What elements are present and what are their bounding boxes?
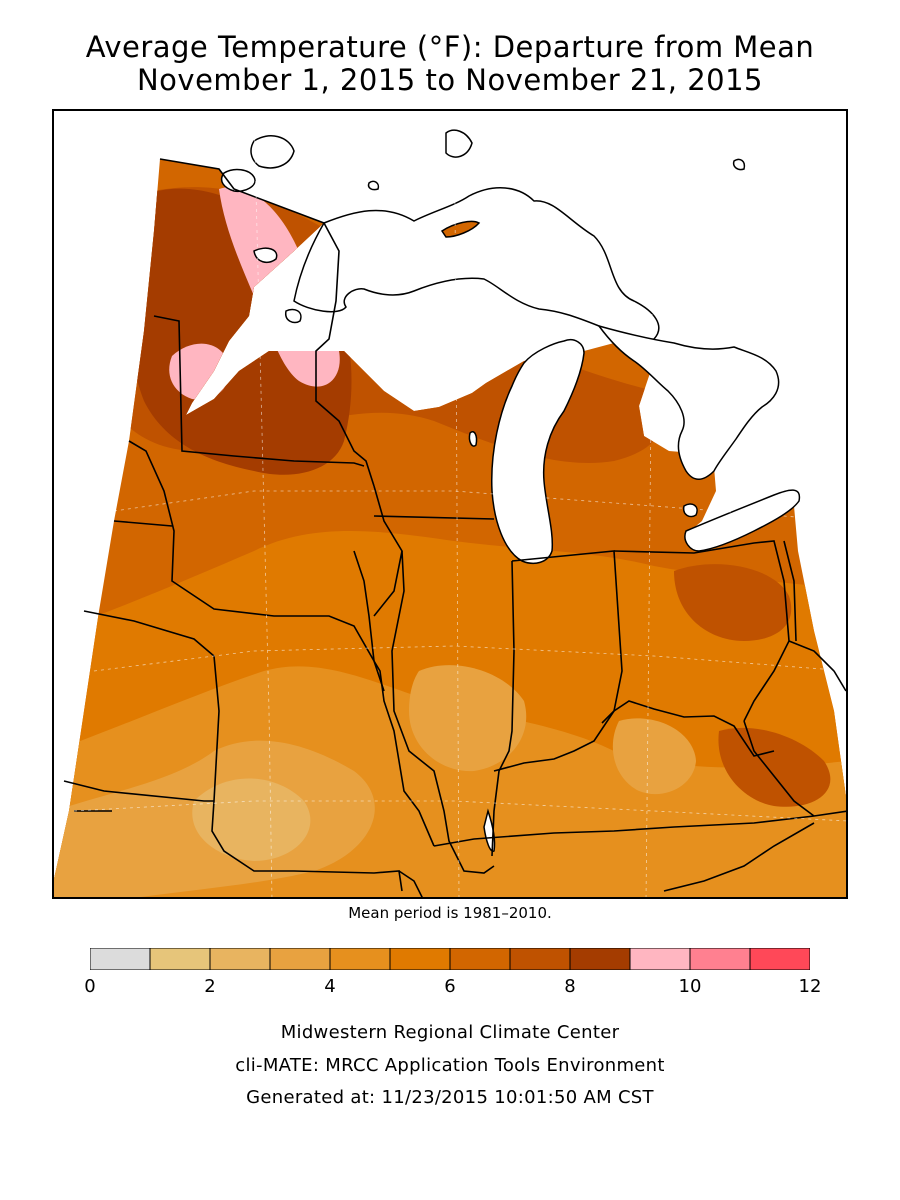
temperature-departure-map bbox=[52, 109, 848, 899]
lake-of-the-woods bbox=[220, 168, 256, 193]
legend-bin-1-2 bbox=[149, 948, 211, 970]
state-borders bbox=[63, 158, 846, 897]
isle-royale bbox=[440, 220, 481, 238]
legend-bin-4-5 bbox=[329, 948, 391, 970]
legend-bin-5-6 bbox=[389, 948, 451, 970]
contour-band-7-8-east bbox=[718, 727, 831, 807]
contour-band-3-4-indiana bbox=[612, 718, 696, 795]
legend-bin-6-7 bbox=[449, 948, 511, 970]
lake-huron bbox=[597, 324, 780, 480]
contour-band-7-8-ohio bbox=[674, 564, 792, 641]
rivers bbox=[353, 550, 435, 847]
legend-bin-7-8 bbox=[509, 948, 571, 970]
kentucky-lake bbox=[483, 808, 496, 852]
legend-bin-8-9 bbox=[569, 948, 631, 970]
lake-st-clair bbox=[682, 503, 698, 518]
legend-tick-4: 4 bbox=[324, 976, 336, 997]
legend-tick-10: 10 bbox=[678, 976, 702, 997]
legend-tick-2: 2 bbox=[204, 976, 216, 997]
mean-period-note: Mean period is 1981–2010. bbox=[348, 904, 552, 922]
footer-tool-name: cli-MATE: MRCC Application Tools Environ… bbox=[235, 1055, 665, 1076]
legend-tick-8: 8 bbox=[564, 976, 576, 997]
contour-band-2-3 bbox=[192, 778, 311, 861]
lake-michigan bbox=[490, 339, 585, 564]
map-subtitle-date-range: November 1, 2015 to November 21, 2015 bbox=[136, 63, 764, 97]
legend-tick-0: 0 bbox=[84, 976, 96, 997]
map-title: Average Temperature (°F): Departure from… bbox=[85, 30, 815, 64]
legend-bin-11-12 bbox=[749, 948, 810, 970]
graticule bbox=[73, 111, 846, 897]
legend-bin-9-10 bbox=[629, 948, 691, 970]
contour-band-3-4-illinois bbox=[409, 665, 527, 772]
footer-generated-time: Generated at: 11/23/2015 10:01:50 AM CST bbox=[246, 1087, 654, 1108]
legend-bin-2-3 bbox=[209, 948, 271, 970]
lake-winnebago bbox=[468, 431, 478, 447]
mille-lacs bbox=[285, 308, 302, 324]
legend-bin-10-11 bbox=[689, 948, 751, 970]
great-lakes bbox=[220, 168, 801, 852]
color-legend-bar bbox=[90, 948, 810, 970]
footer-organization: Midwestern Regional Climate Center bbox=[280, 1022, 620, 1043]
legend-bin-3-4 bbox=[269, 948, 331, 970]
legend-tick-6: 6 bbox=[444, 976, 456, 997]
lake-erie bbox=[684, 489, 801, 552]
canada-islands bbox=[250, 129, 746, 191]
legend-tick-12: 12 bbox=[798, 976, 822, 997]
legend-bin-0-1 bbox=[90, 948, 151, 970]
lake-superior bbox=[293, 187, 660, 342]
